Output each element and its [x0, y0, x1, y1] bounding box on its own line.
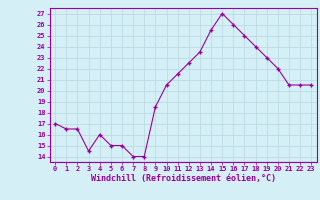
X-axis label: Windchill (Refroidissement éolien,°C): Windchill (Refroidissement éolien,°C): [91, 174, 276, 183]
